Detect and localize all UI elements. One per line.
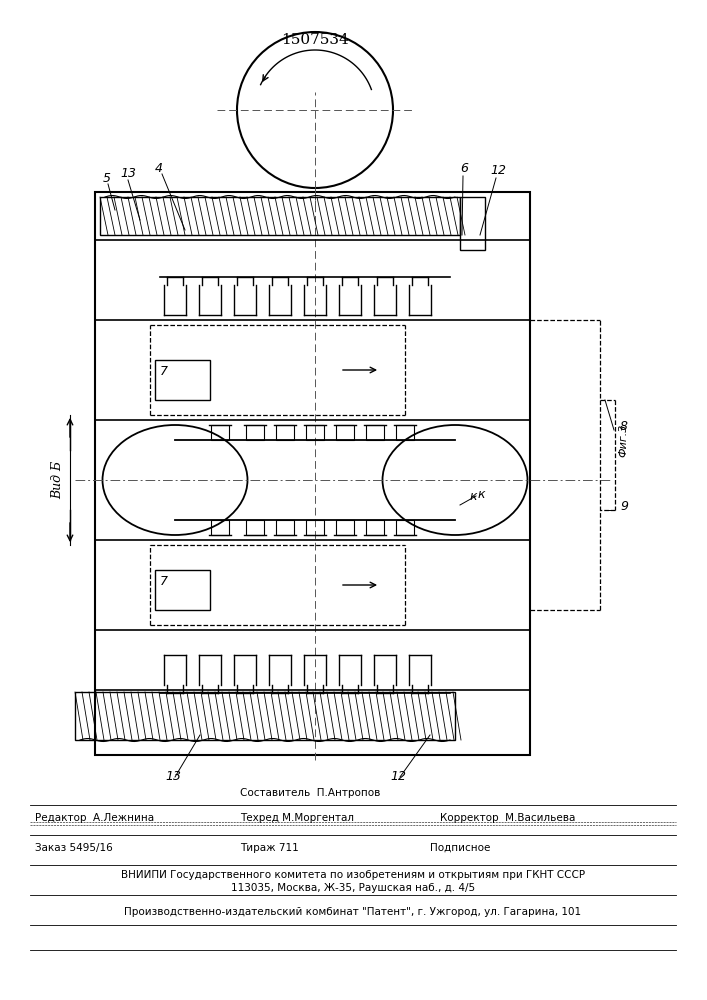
Bar xyxy=(336,520,354,535)
Bar xyxy=(396,425,414,440)
Bar xyxy=(246,520,264,535)
Bar xyxy=(366,425,384,440)
Text: 9: 9 xyxy=(620,500,628,513)
Bar xyxy=(366,520,384,535)
Text: 6: 6 xyxy=(460,162,468,175)
Text: Заказ 5495/16: Заказ 5495/16 xyxy=(35,843,112,853)
Text: к: к xyxy=(478,488,486,501)
Text: ВНИИПИ Государственного комитета по изобретениям и открытиям при ГКНТ СССР: ВНИИПИ Государственного комитета по изоб… xyxy=(121,870,585,880)
Bar xyxy=(276,425,294,440)
Bar xyxy=(246,425,264,440)
Text: Техред М.Моргентал: Техред М.Моргентал xyxy=(240,813,354,823)
Bar xyxy=(211,425,229,440)
Text: Производственно-издательский комбинат "Патент", г. Ужгород, ул. Гагарина, 101: Производственно-издательский комбинат "П… xyxy=(124,907,582,917)
Text: 12: 12 xyxy=(390,770,406,783)
Bar xyxy=(306,520,324,535)
Bar xyxy=(276,520,294,535)
Bar xyxy=(95,192,530,755)
Text: 12: 12 xyxy=(490,164,506,177)
Text: 4: 4 xyxy=(155,162,163,175)
Text: к: к xyxy=(470,490,477,503)
Bar xyxy=(336,425,354,440)
Text: 113035, Москва, Ж-35, Раушская наб., д. 4/5: 113035, Москва, Ж-35, Раушская наб., д. … xyxy=(231,883,475,893)
Text: 1507534: 1507534 xyxy=(281,33,349,47)
Bar xyxy=(155,360,210,400)
Text: Фиг.3: Фиг.3 xyxy=(618,424,628,457)
Bar xyxy=(460,197,485,250)
Text: 7: 7 xyxy=(160,365,168,378)
Text: 13: 13 xyxy=(120,167,136,180)
Bar xyxy=(396,520,414,535)
Bar xyxy=(100,197,460,235)
Bar xyxy=(155,570,210,610)
Text: Вид Б: Вид Б xyxy=(52,461,64,499)
Text: Корректор  М.Васильева: Корректор М.Васильева xyxy=(440,813,575,823)
Text: 13: 13 xyxy=(165,770,181,783)
Text: 8: 8 xyxy=(620,420,628,433)
Text: Тираж 711: Тираж 711 xyxy=(240,843,299,853)
Text: Редактор  А.Лежнина: Редактор А.Лежнина xyxy=(35,813,154,823)
Text: Подписное: Подписное xyxy=(430,843,491,853)
Text: 7: 7 xyxy=(160,575,168,588)
Bar xyxy=(211,520,229,535)
Text: 5: 5 xyxy=(103,172,111,185)
Bar xyxy=(306,425,324,440)
Bar xyxy=(75,692,455,740)
Text: Составитель  П.Антропов: Составитель П.Антропов xyxy=(240,788,380,798)
